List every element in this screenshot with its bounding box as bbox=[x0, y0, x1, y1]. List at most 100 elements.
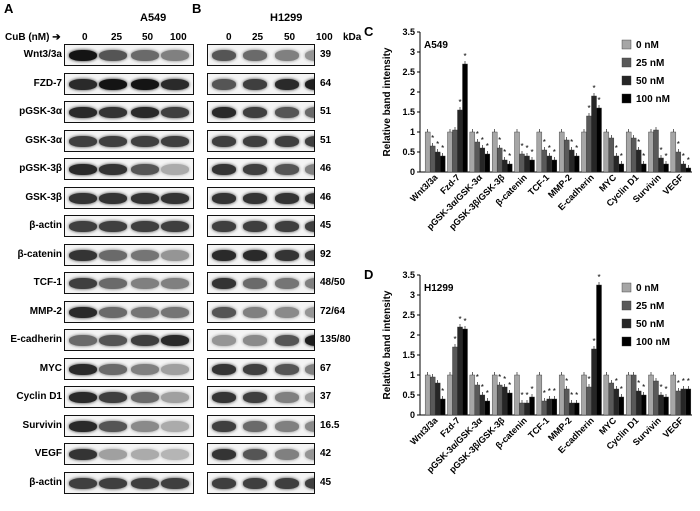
significance-star: * bbox=[498, 373, 501, 382]
blot-band bbox=[69, 79, 97, 90]
dose-b-100: 100 bbox=[316, 32, 333, 43]
blot-band bbox=[161, 278, 189, 289]
significance-star: * bbox=[463, 317, 466, 326]
significance-star: * bbox=[441, 387, 444, 396]
y-tick-label: 2 bbox=[410, 87, 415, 97]
blot-band bbox=[275, 335, 299, 346]
bar bbox=[675, 390, 682, 416]
significance-star: * bbox=[620, 385, 623, 394]
blot-strip-a bbox=[64, 187, 194, 209]
bar bbox=[541, 149, 548, 173]
blot-band bbox=[243, 278, 267, 289]
blot-label: β-catenin bbox=[17, 249, 62, 260]
blot-band bbox=[212, 107, 236, 118]
bar bbox=[429, 376, 436, 416]
blot-band bbox=[99, 136, 127, 147]
blot-strip-a bbox=[64, 272, 194, 294]
blot-band bbox=[161, 107, 189, 118]
bar bbox=[670, 131, 677, 173]
blot-band bbox=[212, 50, 236, 61]
significance-star: * bbox=[436, 140, 439, 149]
bar bbox=[635, 149, 642, 173]
blot-strip-a bbox=[64, 386, 194, 408]
significance-star: * bbox=[620, 152, 623, 161]
bar bbox=[524, 155, 530, 173]
bar bbox=[519, 402, 525, 416]
blot-strip-b bbox=[207, 101, 315, 123]
bar bbox=[596, 284, 602, 416]
dose-b-50: 50 bbox=[284, 32, 296, 43]
blot-band bbox=[99, 250, 127, 261]
blot-band bbox=[212, 421, 236, 432]
bar bbox=[439, 398, 446, 416]
y-tick-label: 1.5 bbox=[402, 107, 415, 117]
blot-band bbox=[243, 221, 267, 232]
kda-label: 45 bbox=[320, 477, 332, 488]
significance-star: * bbox=[481, 383, 484, 392]
blot-strip-b bbox=[207, 244, 315, 266]
blot-band bbox=[99, 307, 127, 318]
blot-band bbox=[161, 421, 189, 432]
bar bbox=[591, 95, 597, 173]
kda-label: 64 bbox=[320, 78, 332, 89]
y-axis-label: Relative band intensity bbox=[382, 47, 393, 156]
legend-label: 50 nM bbox=[636, 319, 664, 330]
significance-star: * bbox=[615, 144, 618, 153]
blot-label: Wnt3/3a bbox=[23, 49, 62, 60]
blot-strip-a bbox=[64, 244, 194, 266]
blot-band bbox=[69, 136, 97, 147]
blot-label: FZD-7 bbox=[33, 78, 62, 89]
bar bbox=[496, 147, 503, 173]
bar bbox=[424, 374, 431, 416]
bar bbox=[591, 348, 597, 416]
bar-chart-h1299: D H1299 0 0.5 1 1.5 2 2.5 3 3.5 Relative band inte… bbox=[364, 267, 692, 475]
blot-band bbox=[305, 392, 314, 403]
blot-label: pGSK-3β bbox=[19, 163, 62, 174]
blot-band bbox=[275, 193, 299, 204]
significance-star: * bbox=[637, 379, 640, 388]
bar bbox=[563, 388, 570, 416]
kda-label: 16.5 bbox=[320, 420, 340, 431]
blot-strip-a bbox=[64, 101, 194, 123]
bar bbox=[447, 374, 453, 416]
panel-letter-d: D bbox=[364, 267, 373, 282]
blot-band bbox=[275, 478, 299, 489]
blot-band bbox=[161, 307, 189, 318]
blot-band bbox=[243, 50, 267, 61]
blot-band bbox=[69, 278, 97, 289]
significance-star: * bbox=[520, 142, 523, 151]
significance-star: * bbox=[682, 152, 685, 161]
arrow-right-icon: ➔ bbox=[52, 32, 61, 43]
blot-band bbox=[275, 278, 299, 289]
bar bbox=[573, 402, 580, 416]
y-tick-label: 3 bbox=[410, 47, 415, 57]
bar bbox=[529, 396, 535, 416]
y-tick-label: 3 bbox=[410, 290, 415, 300]
bar bbox=[618, 396, 625, 416]
blot-band bbox=[243, 335, 267, 346]
blot-strip-a bbox=[64, 472, 194, 494]
blot-band bbox=[69, 307, 97, 318]
legend-label: 0 nM bbox=[636, 40, 659, 51]
kda-label: 51 bbox=[320, 106, 332, 117]
blot-strip-a bbox=[64, 44, 194, 66]
chart-cell-line-label: H1299 bbox=[424, 283, 454, 294]
bar bbox=[496, 384, 503, 416]
bar bbox=[568, 149, 575, 173]
significance-star: * bbox=[520, 391, 523, 400]
bar bbox=[625, 374, 632, 416]
kda-label: 46 bbox=[320, 163, 332, 174]
blot-band bbox=[243, 250, 267, 261]
bar bbox=[680, 163, 687, 173]
bar bbox=[484, 400, 491, 416]
legend-label: 25 nM bbox=[636, 301, 664, 312]
bar bbox=[680, 388, 687, 416]
blot-band bbox=[275, 364, 299, 375]
blot-band bbox=[212, 193, 236, 204]
significance-star: * bbox=[659, 383, 662, 392]
significance-star: * bbox=[682, 377, 685, 386]
blot-band bbox=[243, 478, 267, 489]
bar bbox=[457, 109, 463, 173]
dose-b-0: 0 bbox=[226, 32, 232, 43]
blot-band bbox=[305, 335, 314, 346]
